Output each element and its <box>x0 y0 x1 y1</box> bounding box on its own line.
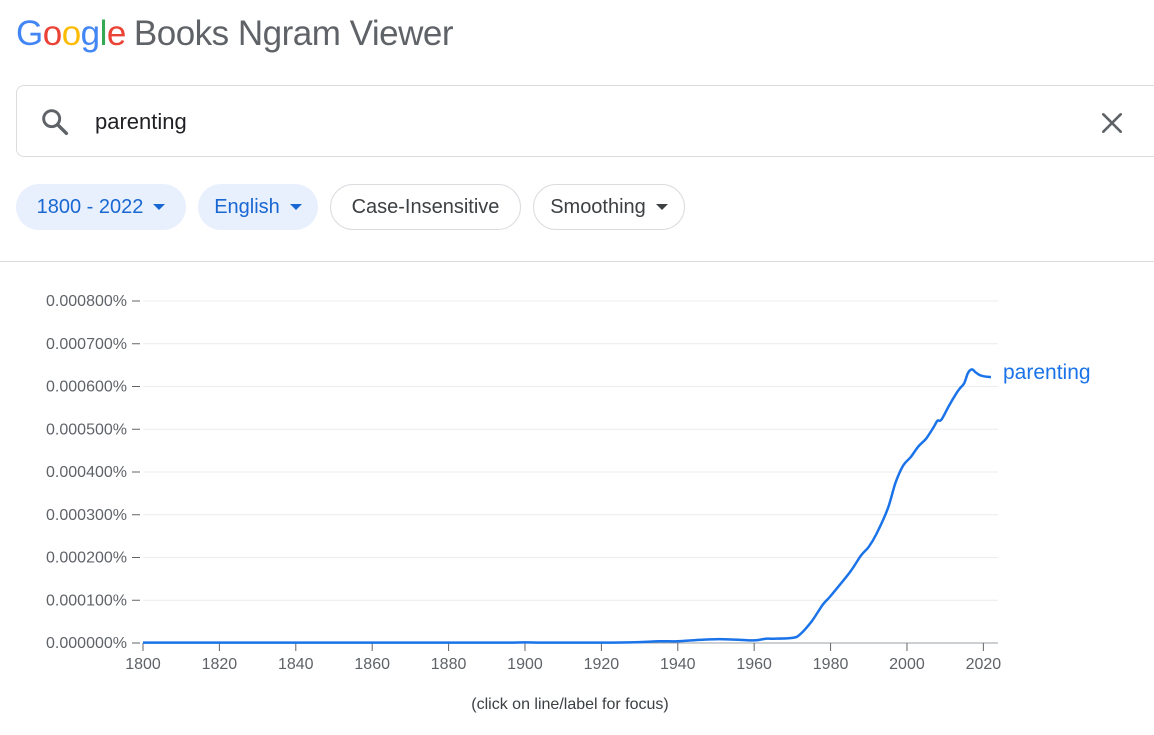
x-tick-label: 2020 <box>966 656 1002 673</box>
y-tick-label: 0.000600% <box>46 379 127 396</box>
logo-letter: G <box>16 14 43 53</box>
x-tick-label: 1860 <box>354 656 390 673</box>
year-range-label: 1800 - 2022 <box>36 195 144 218</box>
y-tick-label: 0.000700% <box>46 336 127 353</box>
y-tick-label: 0.000000% <box>46 635 127 652</box>
language-chip[interactable]: English <box>198 184 318 230</box>
x-tick-label: 1940 <box>660 656 696 673</box>
logo[interactable]: Google Books Ngram Viewer <box>16 12 453 56</box>
product-name: Books Ngram Viewer <box>133 14 454 53</box>
x-tick-label: 1820 <box>202 656 238 673</box>
x-tick-label: 1960 <box>736 656 772 673</box>
series-label-parenting[interactable]: parenting <box>1003 361 1091 384</box>
x-tick-label: 1840 <box>278 656 314 673</box>
ngram-chart: 0.000000% 0.000100% 0.000200% 0.000300% 0.00… <box>46 293 1091 673</box>
smoothing-label: Smoothing <box>550 195 646 218</box>
series-line-parenting[interactable] <box>142 368 992 644</box>
language-label: English <box>214 195 280 218</box>
y-tick-label: 0.000100% <box>46 592 127 609</box>
search-bar <box>16 85 1154 157</box>
x-tick-label: 1800 <box>125 656 161 673</box>
x-tick-label: 1900 <box>507 656 543 673</box>
divider <box>0 261 1154 262</box>
logo-letter: o <box>42 14 62 53</box>
chevron-down-icon <box>153 204 166 210</box>
x-tick-label: 1980 <box>813 656 849 673</box>
chevron-down-icon <box>655 204 668 210</box>
close-icon[interactable] <box>1099 110 1125 136</box>
y-tick-label: 0.000300% <box>46 507 127 524</box>
x-tick-label: 1920 <box>584 656 620 673</box>
logo-letter: e <box>106 14 126 53</box>
y-tick-label: 0.000400% <box>46 464 127 481</box>
chart-footnote: (click on line/label for focus) <box>471 696 669 713</box>
y-tick-label: 0.000200% <box>46 550 127 567</box>
logo-letter: g <box>80 14 100 53</box>
search-input[interactable] <box>95 105 1055 139</box>
logo-letter: o <box>61 14 81 53</box>
x-tick-label: 1880 <box>431 656 467 673</box>
search-icon[interactable] <box>39 106 71 138</box>
case-insensitive-chip[interactable]: Case-Insensitive <box>330 184 521 230</box>
year-range-chip[interactable]: 1800 - 2022 <box>16 184 186 230</box>
y-tick-label: 0.000800% <box>46 293 127 310</box>
logo-letter: l <box>99 14 108 53</box>
smoothing-chip[interactable]: Smoothing <box>533 184 685 230</box>
y-tick-label: 0.000500% <box>46 421 127 438</box>
x-tick-label: 2000 <box>889 656 925 673</box>
case-insensitive-label: Case-Insensitive <box>351 195 500 218</box>
chevron-down-icon <box>289 204 302 210</box>
